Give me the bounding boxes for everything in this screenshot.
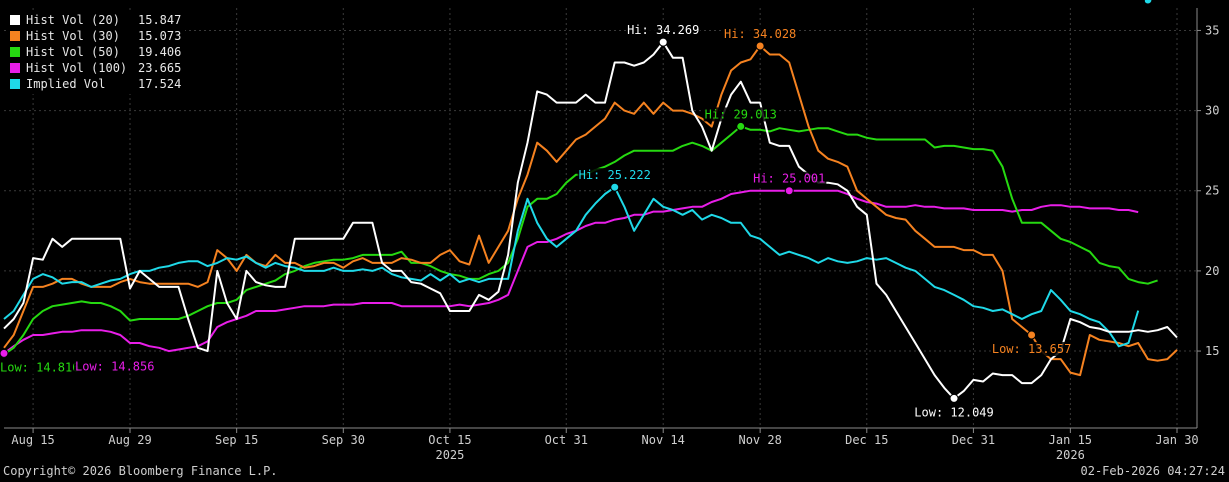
x-tick-label: Nov 28	[738, 433, 781, 447]
legend-swatch	[10, 63, 20, 73]
annotation-bg	[0, 360, 81, 375]
annotation-label: Hi: 34.269	[627, 23, 699, 37]
x-tick-label: Sep 15	[215, 433, 258, 447]
annotation-bg	[74, 359, 156, 374]
extreme-marker	[0, 348, 9, 358]
x-tick-label: Sep 30	[322, 433, 365, 447]
legend-label: Hist Vol (20)	[26, 13, 120, 27]
extreme-marker	[949, 393, 959, 403]
series-line-1	[3, 45, 1178, 377]
extreme-marker	[736, 121, 746, 131]
legend: Hist Vol (20) 15.847 Hist Vol (30) 15.07…	[6, 10, 186, 94]
annotation-label: Hi: 29.013	[705, 107, 777, 121]
annotation-bg	[913, 405, 995, 420]
x-tick-label: Dec 15	[845, 433, 888, 447]
annotation-label: Hi: 34.028	[724, 27, 796, 41]
annotation-bg	[703, 107, 778, 122]
y-tick-label: 20	[1205, 264, 1219, 278]
x-tick-label: Nov 14	[642, 433, 685, 447]
x-tick-label: Jan 30	[1155, 433, 1198, 447]
annotation-bg	[626, 23, 701, 38]
y-tick-label: 15	[1205, 344, 1219, 358]
x-tick-label: Aug 29	[108, 433, 151, 447]
x-year-label: 2025	[435, 448, 464, 462]
annotation-bg	[752, 171, 827, 186]
annotation-label: Low: 13.657	[992, 342, 1071, 356]
extreme-marker	[610, 182, 620, 192]
legend-item: Hist Vol (20) 15.847	[10, 12, 181, 28]
legend-label: Hist Vol (100)	[26, 61, 128, 75]
legend-label: Hist Vol (50)	[26, 45, 120, 59]
annotation-bg	[990, 342, 1073, 357]
legend-value: 15.073	[138, 29, 182, 43]
legend-swatch	[10, 31, 20, 41]
x-tick-label: Jan 15	[1049, 433, 1092, 447]
y-tick-label: 25	[1205, 184, 1219, 198]
annotation-bg	[577, 168, 652, 183]
series-line-0	[3, 41, 1178, 400]
legend-label: Implied Vol	[26, 77, 106, 91]
annotation-label: Hi: 25.001	[753, 172, 825, 186]
legend-value: 19.406	[138, 45, 182, 59]
copyright-text: Copyright© 2026 Bloomberg Finance L.P.	[3, 464, 278, 478]
extreme-marker	[1143, 0, 1153, 5]
annotation-label: Low: 15.297	[1064, 0, 1143, 3]
x-year-label: 2026	[1056, 448, 1085, 462]
annotations: Hi: 34.269 Low: 12.049 Hi: 34.028 Low: 13.6…	[0, 0, 1153, 420]
legend-item: Implied Vol 17.524	[10, 76, 181, 92]
legend-swatch	[10, 47, 20, 57]
annotation-bg	[723, 27, 798, 42]
annotation-bg	[1063, 0, 1145, 3]
x-tick-label: Aug 15	[11, 433, 54, 447]
x-tick-label: Oct 15	[428, 433, 471, 447]
series-lines	[3, 41, 1178, 400]
legend-value: 17.524	[138, 77, 182, 91]
extreme-marker	[1027, 330, 1037, 340]
series-line-3	[3, 189, 1139, 355]
annotation-label: Low: 12.049	[914, 405, 993, 419]
x-tick-label: Dec 31	[952, 433, 995, 447]
extreme-marker	[658, 37, 668, 47]
y-tick-label: 30	[1205, 104, 1219, 118]
legend-item: Hist Vol (30) 15.073	[10, 28, 181, 44]
x-tick-label: Oct 31	[545, 433, 588, 447]
extreme-marker	[755, 41, 765, 51]
timestamp-text: 02-Feb-2026 04:27:24	[1080, 464, 1226, 478]
annotation-label: Low: 14.816	[0, 360, 79, 374]
legend-value: 23.665	[138, 61, 182, 75]
series-line-2	[3, 125, 1158, 356]
y-tick-label: 35	[1205, 23, 1219, 37]
legend-swatch	[10, 15, 20, 25]
series-line-4	[3, 186, 1140, 348]
legend-label: Hist Vol (30)	[26, 29, 120, 43]
legend-value: 15.847	[138, 13, 182, 27]
annotation-label: Hi: 25.222	[579, 168, 651, 182]
extreme-marker	[784, 186, 794, 196]
legend-swatch	[10, 79, 20, 89]
legend-item: Hist Vol (50) 19.406	[10, 44, 181, 60]
annotation-label: Low: 14.856	[75, 359, 154, 373]
legend-item: Hist Vol (100) 23.665	[10, 60, 181, 76]
